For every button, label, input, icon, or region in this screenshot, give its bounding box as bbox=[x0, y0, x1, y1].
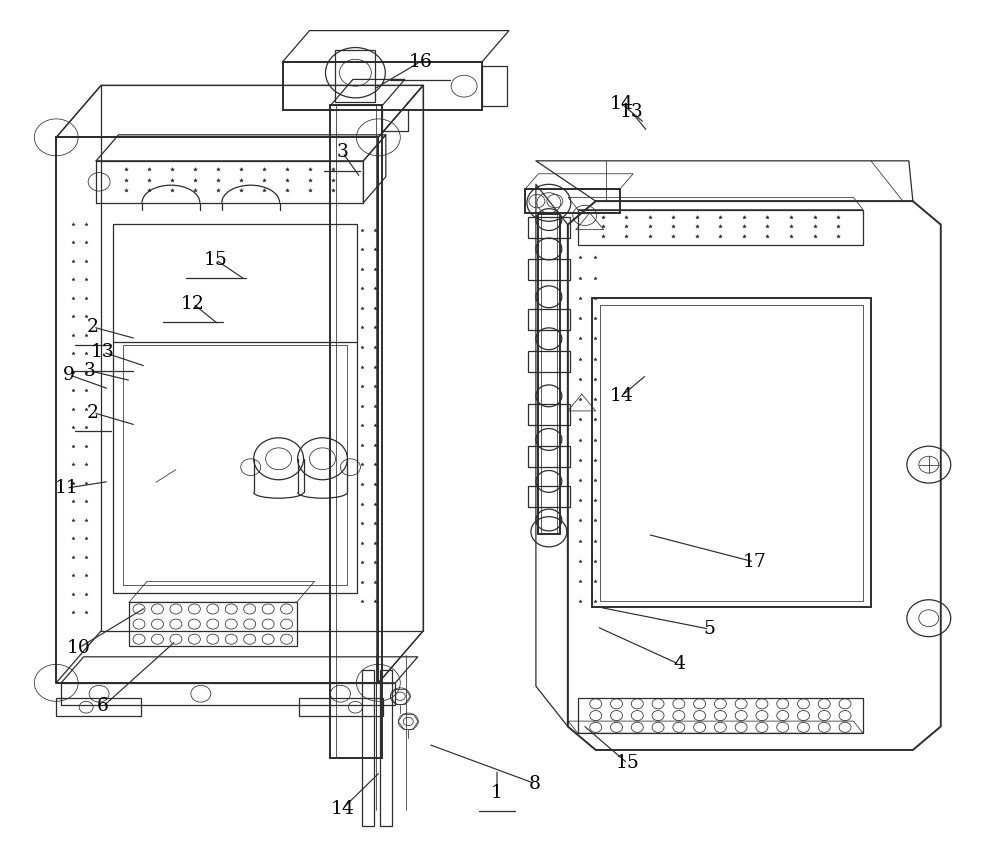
Bar bbox=[528, 259, 570, 280]
Bar bbox=[380, 670, 392, 825]
Text: 5: 5 bbox=[703, 620, 715, 638]
Text: 15: 15 bbox=[204, 251, 228, 269]
Text: 9: 9 bbox=[63, 365, 75, 384]
Bar bbox=[528, 217, 570, 238]
Bar bbox=[362, 670, 374, 825]
Text: 12: 12 bbox=[181, 295, 205, 312]
Bar bbox=[335, 50, 375, 102]
Bar bbox=[578, 210, 863, 245]
Bar bbox=[283, 61, 482, 110]
Bar bbox=[600, 305, 863, 600]
Bar bbox=[129, 602, 297, 646]
Text: 14: 14 bbox=[610, 386, 634, 405]
Bar bbox=[56, 698, 141, 717]
Text: 4: 4 bbox=[674, 655, 686, 674]
Bar bbox=[528, 309, 570, 330]
Bar bbox=[528, 446, 570, 467]
Text: 14: 14 bbox=[331, 800, 354, 818]
Text: 13: 13 bbox=[620, 104, 644, 121]
Text: 10: 10 bbox=[67, 638, 91, 657]
Text: 11: 11 bbox=[54, 479, 78, 497]
Text: 3: 3 bbox=[337, 143, 348, 162]
Text: 3: 3 bbox=[83, 362, 95, 380]
Bar bbox=[525, 189, 620, 213]
Text: 16: 16 bbox=[408, 53, 432, 71]
Text: 8: 8 bbox=[529, 775, 541, 792]
Bar bbox=[538, 214, 560, 535]
Text: 13: 13 bbox=[91, 344, 115, 361]
Text: 2: 2 bbox=[87, 403, 99, 422]
Bar bbox=[123, 344, 347, 584]
Bar bbox=[482, 66, 507, 106]
Bar bbox=[299, 698, 383, 717]
Bar bbox=[528, 486, 570, 507]
Text: 1: 1 bbox=[491, 784, 503, 802]
Bar bbox=[330, 105, 382, 759]
Bar bbox=[528, 351, 570, 372]
Bar bbox=[578, 698, 863, 733]
Text: 14: 14 bbox=[610, 95, 634, 113]
Bar bbox=[592, 298, 871, 607]
Bar bbox=[528, 404, 570, 425]
Text: 15: 15 bbox=[616, 754, 640, 772]
Text: 2: 2 bbox=[87, 318, 99, 336]
Bar bbox=[113, 224, 357, 593]
Text: 17: 17 bbox=[742, 553, 766, 571]
Text: 6: 6 bbox=[97, 697, 109, 716]
